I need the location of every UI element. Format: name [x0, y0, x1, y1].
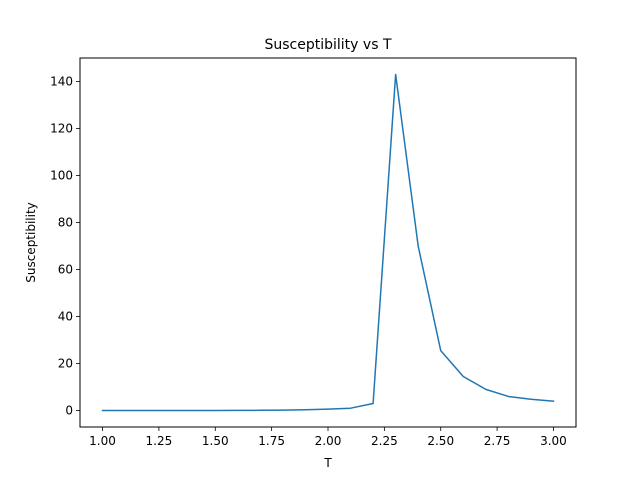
- y-tick-label: 140: [50, 75, 73, 89]
- x-tick-label: 2.75: [484, 434, 511, 448]
- y-tick-label: 0: [65, 404, 73, 418]
- x-axis-label: T: [323, 456, 332, 470]
- y-tick-label: 40: [58, 310, 73, 324]
- x-tick-label: 2.50: [427, 434, 454, 448]
- x-tick-label: 1.75: [258, 434, 285, 448]
- y-axis-label: Susceptibility: [24, 202, 38, 283]
- x-axis: 1.00 1.25 1.50 1.75 2.00 2.25 2.50 2.75 3.00: [89, 427, 567, 448]
- plot-area: [101, 73, 555, 412]
- x-tick-label: 2.25: [371, 434, 398, 448]
- y-tick-label: 20: [58, 357, 73, 371]
- y-tick-label: 80: [58, 216, 73, 230]
- x-tick-label: 1.25: [146, 434, 173, 448]
- x-tick-label: 1.00: [89, 434, 116, 448]
- y-tick-label: 100: [50, 169, 73, 183]
- x-tick-label: 2.00: [315, 434, 342, 448]
- y-tick-label: 60: [58, 263, 73, 277]
- series-line-0: [101, 73, 555, 412]
- x-tick-label: 3.00: [540, 434, 567, 448]
- y-axis: 0 20 40 60 80 100 120 140: [50, 75, 80, 418]
- y-tick-label: 120: [50, 122, 73, 136]
- chart-title: Susceptibility vs T: [265, 37, 392, 53]
- x-tick-label: 1.50: [202, 434, 229, 448]
